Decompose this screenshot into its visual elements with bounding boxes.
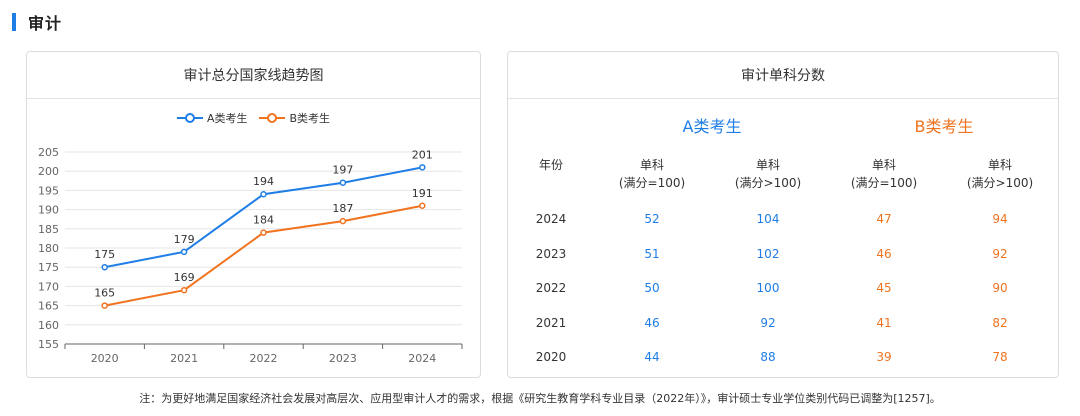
cell-year: 2020 [535,350,567,365]
data-point [180,248,188,256]
legend-item-b[interactable]: B类考生 [259,110,330,126]
data-label: 169 [174,271,195,284]
data-label: 201 [412,148,433,161]
cell-a-over100: 104 [756,212,780,227]
section-header: 审计 [12,11,62,33]
header-year: 年份 [538,158,563,172]
data-label: 165 [94,287,115,300]
x-tick-label: 2021 [170,352,198,365]
data-label: 187 [332,202,353,215]
y-tick-label: 200 [38,165,59,178]
y-tick-label: 205 [38,146,59,159]
score-table: 年份 单科 (满分=100) 单科 (满分>100) 单科 (满分=100) 单… [508,156,1058,375]
data-label: 175 [94,248,115,261]
y-tick-label: 175 [38,261,59,274]
cell-b-100: 47 [876,212,892,227]
header-b-100: 单科 (满分=100) [850,158,918,190]
y-tick-label: 185 [38,223,59,236]
header-a-100: 单科 (满分=100) [618,158,686,190]
y-tick-label: 165 [38,300,59,313]
data-point [260,190,267,198]
data-point [419,164,426,171]
cell-b-over100: 78 [992,350,1008,365]
cell-a-100: 51 [644,246,660,261]
group-a-heading: A类考生 [682,117,742,136]
trend-chart-card: 审计总分国家线趋势图 A类考生 B类考生 155 160 165 170 175 180 1… [26,51,481,378]
x-tick-label: 2023 [329,352,357,365]
legend-label-a: A类考生 [206,112,248,125]
y-tick-label: 160 [38,319,59,332]
cell-b-100: 39 [876,350,892,365]
cell-a-over100: 102 [756,246,780,261]
cell-b-over100: 92 [992,246,1008,261]
cell-a-100: 46 [644,315,660,330]
table-header-row: 年份 单科 (满分=100) 单科 (满分>100) 单科 (满分=100) 单… [508,156,1058,202]
cell-year: 2021 [535,315,567,330]
data-point [101,263,108,271]
table-row: 2023 51 102 46 92 [508,237,1058,272]
data-label: 179 [174,233,195,246]
section-title: 审计 [28,14,63,33]
cell-b-over100: 94 [992,212,1008,227]
header-b-over100: 单科 (满分>100) [966,158,1034,190]
table-row: 2021 46 92 41 82 [508,306,1058,341]
line-chart: 155 160 165 170 175 180 185 190 195 200 205 2020 202… [38,146,463,365]
cell-year: 2024 [535,212,567,227]
cell-a-100: 50 [644,281,660,296]
cell-b-100: 41 [876,315,892,330]
group-b-heading: B类考生 [914,117,974,136]
data-label: 194 [253,175,274,188]
header-a-over100: 单科 (满分>100) [734,158,802,190]
cell-year: 2023 [535,246,567,261]
table-row: 2020 44 88 39 78 [508,340,1058,375]
data-point [260,229,267,236]
data-point [419,202,426,210]
footnote: 注：为更好地满足国家经济社会发展对高层次、应用型审计人才的需求，根据《研究生教育… [139,392,941,405]
table-row: 2024 52 104 47 94 [508,202,1058,237]
data-point [180,286,188,294]
legend-line-a-icon [176,113,203,123]
cell-b-over100: 82 [992,315,1008,330]
cell-b-over100: 90 [992,281,1008,296]
data-label: 191 [412,187,433,200]
table-title: 审计单科分数 [508,52,1058,99]
chart-title: 审计总分国家线趋势图 [27,52,480,99]
data-label: 184 [253,214,274,227]
cell-a-100: 52 [644,212,660,227]
x-tick-label: 2022 [250,352,278,365]
table-row: 2022 50 100 45 90 [508,271,1058,306]
cell-a-over100: 88 [760,350,776,365]
cell-b-100: 45 [876,281,892,296]
y-tick-label: 180 [38,242,59,255]
score-table-card: 审计单科分数 A类考生 B类考生 年份 单科 (满分=100) 单科 (满分>1… [507,51,1059,378]
data-point [339,217,347,225]
data-point [339,179,347,186]
y-tick-label: 155 [38,338,59,351]
data-point [101,302,108,309]
legend-item-a[interactable]: A类考生 [176,110,248,126]
cell-b-100: 46 [876,246,892,261]
cell-a-over100: 100 [756,281,780,296]
legend-line-b-icon [259,113,286,123]
y-tick-label: 170 [38,280,59,293]
x-tick-label: 2020 [91,352,119,365]
y-tick-label: 195 [38,184,59,197]
legend-label-b: B类考生 [289,112,331,125]
y-tick-label: 190 [38,204,59,217]
data-label: 197 [332,164,353,177]
x-tick-label: 2024 [408,352,436,365]
cell-a-100: 44 [644,350,660,365]
section-accent-bar [12,13,16,31]
chart-legend: A类考生 B类考生 [27,110,480,126]
cell-year: 2022 [535,281,567,296]
cell-a-over100: 92 [760,315,776,330]
